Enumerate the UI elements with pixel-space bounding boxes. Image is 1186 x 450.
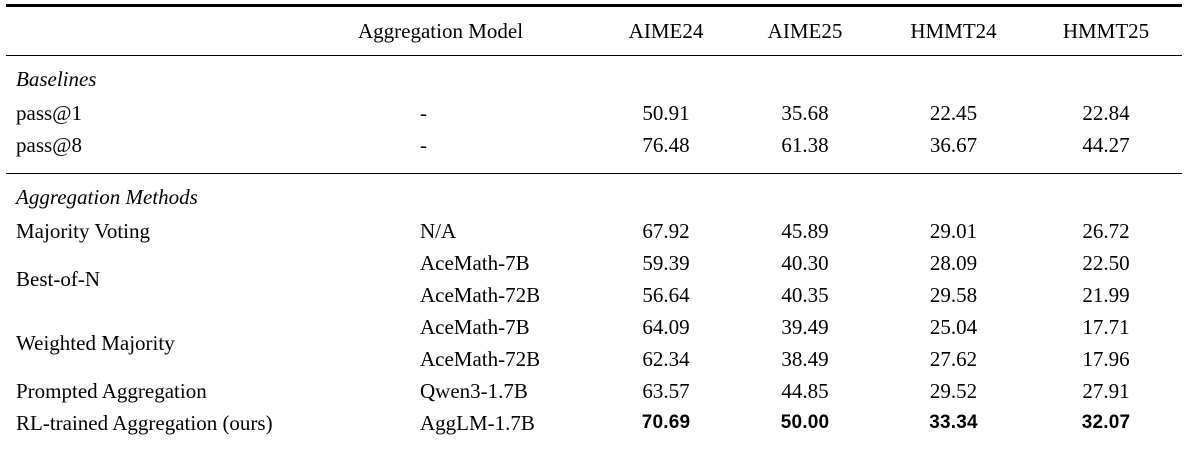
score-cell-bold: 70.69 bbox=[641, 412, 691, 433]
score-cell: 29.01 bbox=[929, 218, 978, 243]
score-cell-bold: 33.34 bbox=[929, 412, 978, 433]
score-cell: 21.99 bbox=[1082, 282, 1130, 307]
score-cell: 25.04 bbox=[929, 314, 978, 339]
score-cell: 44.85 bbox=[781, 378, 829, 403]
method-cell: Majority Voting bbox=[16, 218, 150, 243]
score-cell: 26.72 bbox=[1082, 218, 1130, 243]
score-cell: 22.45 bbox=[929, 100, 978, 125]
row-pass-at-1: pass@1 - 50.91 35.68 22.45 22.84 bbox=[6, 97, 1182, 129]
score-cell: 17.96 bbox=[1082, 346, 1130, 371]
score-cell: 56.64 bbox=[642, 282, 690, 307]
method-cell-best-of-n: Best-of-N bbox=[16, 266, 100, 291]
baselines-section: Baselines pass@1 - 50.91 35.68 22.45 22.… bbox=[6, 56, 1182, 174]
model-cell: AceMath-7B bbox=[420, 250, 530, 275]
section-title-aggregation-methods: Aggregation Methods bbox=[16, 185, 198, 209]
score-cell-bold: 50.00 bbox=[780, 412, 830, 433]
row-majority-voting: Majority Voting N/A 67.92 45.89 29.01 26… bbox=[6, 215, 1182, 247]
score-cell: 59.39 bbox=[642, 250, 690, 275]
score-cell: 22.50 bbox=[1082, 250, 1130, 275]
column-header-hmmt25: HMMT25 bbox=[1030, 4, 1182, 56]
score-cell: 27.62 bbox=[929, 346, 978, 371]
score-cell: 63.57 bbox=[642, 378, 690, 403]
score-cell-bold: 32.07 bbox=[1081, 412, 1131, 433]
score-cell: 27.91 bbox=[1082, 378, 1130, 403]
row-prompted-aggregation: Prompted Aggregation Qwen3-1.7B 63.57 44… bbox=[6, 375, 1182, 407]
score-cell: 62.34 bbox=[642, 346, 690, 371]
score-cell: 44.27 bbox=[1082, 132, 1130, 157]
model-cell: - bbox=[420, 132, 427, 157]
score-cell: 39.49 bbox=[781, 314, 829, 339]
score-cell: 35.68 bbox=[781, 100, 829, 125]
score-cell: 22.84 bbox=[1082, 100, 1130, 125]
score-cell: 17.71 bbox=[1082, 314, 1130, 339]
score-cell: 40.35 bbox=[781, 282, 829, 307]
method-cell: Prompted Aggregation bbox=[16, 378, 207, 403]
score-cell: 61.38 bbox=[781, 132, 829, 157]
section-title-row-baselines: Baselines bbox=[6, 56, 1182, 98]
score-cell: 40.30 bbox=[781, 250, 829, 275]
section-title-row-aggregation-methods: Aggregation Methods bbox=[6, 174, 1182, 216]
header-row: Aggregation Model AIME24 AIME25 HMMT24 H… bbox=[6, 4, 1182, 56]
column-header-hmmt24: HMMT24 bbox=[877, 4, 1030, 56]
model-cell: AceMath-72B bbox=[420, 346, 541, 371]
column-header-aggregation-model: Aggregation Model bbox=[352, 4, 599, 56]
score-cell: 38.49 bbox=[781, 346, 829, 371]
row-weighted-majority-acemath-7b: Weighted Majority AceMath-7B 64.09 39.49… bbox=[6, 311, 1182, 355]
method-cell-weighted-majority: Weighted Majority bbox=[16, 330, 175, 355]
column-header-blank bbox=[6, 4, 352, 56]
score-cell: 50.91 bbox=[642, 100, 690, 125]
score-cell: 28.09 bbox=[929, 250, 978, 275]
section-title-baselines: Baselines bbox=[16, 67, 97, 91]
row-best-of-n-acemath-72b: AceMath-72B 56.64 40.35 29.58 21.99 bbox=[6, 279, 1182, 311]
method-cell: RL-trained Aggregation (ours) bbox=[16, 410, 273, 435]
score-cell: 64.09 bbox=[642, 314, 690, 339]
model-cell: - bbox=[420, 100, 427, 125]
score-cell: 36.67 bbox=[929, 132, 978, 157]
method-cell: pass@1 bbox=[16, 100, 83, 125]
row-best-of-n-acemath-7b: Best-of-N AceMath-7B 59.39 40.30 28.09 2… bbox=[6, 247, 1182, 291]
score-cell: 45.89 bbox=[781, 218, 829, 243]
row-pass-at-8: pass@8 - 76.48 61.38 36.67 44.27 bbox=[6, 129, 1182, 174]
row-rl-trained-aggregation: RL-trained Aggregation (ours) AggLM-1.7B… bbox=[6, 407, 1182, 450]
row-weighted-majority-acemath-72b: AceMath-72B 62.34 38.49 27.62 17.96 bbox=[6, 343, 1182, 375]
model-cell: N/A bbox=[420, 218, 457, 243]
score-cell: 29.52 bbox=[929, 378, 978, 403]
score-cell: 67.92 bbox=[642, 218, 690, 243]
column-header-aime24: AIME24 bbox=[599, 4, 733, 56]
method-cell: pass@8 bbox=[16, 132, 83, 157]
score-cell: 29.58 bbox=[929, 282, 978, 307]
score-cell: 76.48 bbox=[642, 132, 690, 157]
model-cell: AceMath-72B bbox=[420, 282, 541, 307]
aggregation-methods-section: Aggregation Methods Majority Voting N/A … bbox=[6, 174, 1182, 450]
table-header: Aggregation Model AIME24 AIME25 HMMT24 H… bbox=[6, 4, 1182, 56]
model-cell: AceMath-7B bbox=[420, 314, 530, 339]
model-cell: Qwen3-1.7B bbox=[420, 378, 528, 403]
column-header-aime25: AIME25 bbox=[733, 4, 877, 56]
results-table: Aggregation Model AIME24 AIME25 HMMT24 H… bbox=[6, 4, 1182, 450]
model-cell: AggLM-1.7B bbox=[420, 410, 535, 435]
